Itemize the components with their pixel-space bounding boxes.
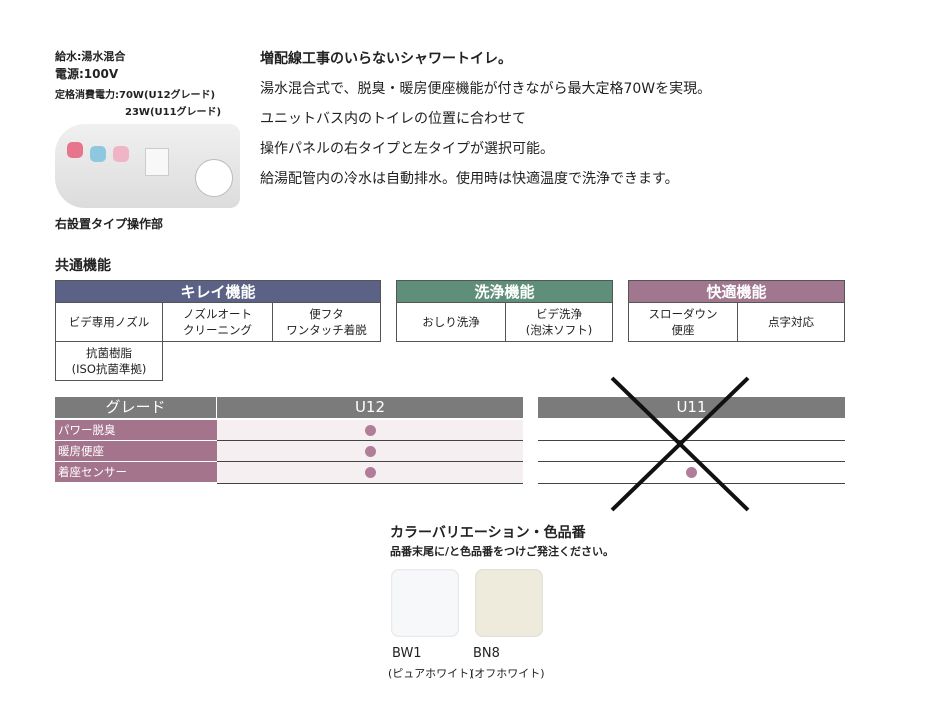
feature-dot [686,467,697,478]
cross-out-mark [610,376,750,512]
grade-u11-header: U11 [538,397,845,418]
grade-row-label: パワー脱臭 [55,420,217,440]
grade-row-label: 着座センサー [55,462,217,482]
lead-text: 増配線工事のいらないシャワートイレ。 湯水混合式で、脱臭・暖房便座機能が付きなが… [260,44,711,194]
feature-cell: 点字対応 [737,302,845,342]
lead-line: 操作パネルの右タイプと左タイプが選択可能。 [260,141,554,157]
spec-water: 給水:湯水混合 [55,50,126,63]
color-swatch-bn8 [475,569,543,637]
feature-cell: ビデ専用ノズル [55,302,163,342]
control-panel-image [55,124,240,208]
lead-line: 湯水混合式で、脱臭・暖房便座機能が付きながら最大定格70Wを実現。 [260,81,712,97]
grade-u11-cell [538,441,845,462]
grade-row-label: 暖房便座 [55,441,217,461]
feature-header-senjo: 洗浄機能 [396,280,613,304]
lead-line: ユニットバス内のトイレの位置に合わせて [260,111,526,127]
feature-cell: 便フタ ワンタッチ着脱 [272,302,381,342]
grade-u12-header: U12 [217,397,523,418]
feature-cell: ビデ洗浄 (泡沫ソフト) [505,302,613,342]
color-code: BW1 [392,646,422,661]
color-name: (ピュアホワイト) [388,667,474,680]
color-swatch-bw1 [391,569,459,637]
feature-cell: ノズルオート クリーニング [162,302,273,342]
feature-header-kaiteki: 快適機能 [628,280,845,304]
feature-dot [365,425,376,436]
spec-power: 電源:100V [55,67,119,81]
common-title: 共通機能 [55,258,111,274]
panel-caption: 右設置タイプ操作部 [55,217,164,231]
feature-cell: おしり洗浄 [396,302,506,342]
feature-dot [365,467,376,478]
color-name: (オフホワイト) [470,667,545,680]
grade-header: グレード [55,397,216,418]
feature-cell: 抗菌樹脂 (ISO抗菌準拠) [55,341,163,381]
feature-cell: スローダウン 便座 [628,302,738,342]
color-code: BN8 [473,646,500,661]
color-title: カラーバリエーション・色品番 [390,525,586,541]
color-note: 品番末尾に/と色品番をつけご発注ください。 [390,545,615,558]
feature-dot [365,446,376,457]
lead-line: 給湯配管内の冷水は自動排水。使用時は快適温度で洗浄できます。 [260,171,679,187]
feature-header-kirei: キレイ機能 [55,280,381,304]
spec-rated-u12: 定格消費電力:70W(U12グレード) [55,90,216,101]
lead-headline: 増配線工事のいらないシャワートイレ。 [260,51,512,67]
spec-rated-u11: 23W(U11グレード) [125,107,222,118]
